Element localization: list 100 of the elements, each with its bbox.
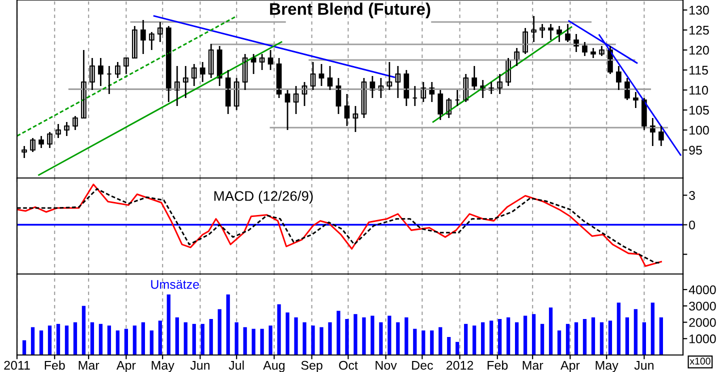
- bar: [234, 322, 238, 355]
- bar: [574, 322, 578, 355]
- y-tick-label: 2000: [689, 318, 716, 327]
- bar: [311, 326, 315, 355]
- bar: [158, 320, 162, 355]
- bar: [608, 320, 612, 355]
- bar: [268, 326, 272, 355]
- bar: [625, 317, 630, 355]
- x-tick-label: Dec: [412, 361, 433, 370]
- bar: [514, 322, 519, 355]
- bar: [506, 317, 510, 355]
- y-tick-label: 110: [690, 86, 708, 95]
- y-tick-label: 4000: [688, 285, 716, 294]
- bar: [107, 326, 112, 355]
- y-tick-label: 95: [689, 146, 702, 155]
- bar: [388, 316, 392, 355]
- y-tick-label: 120: [690, 46, 709, 55]
- bar: [73, 322, 78, 355]
- bar: [659, 317, 663, 355]
- bar: [490, 320, 494, 355]
- bar: [226, 294, 230, 355]
- bar: [30, 327, 35, 355]
- x-tick-label: Oct: [339, 360, 358, 370]
- bar: [345, 319, 349, 355]
- bar: [430, 330, 434, 355]
- x-tick-label: Feb: [488, 360, 508, 370]
- bar: [464, 324, 468, 355]
- bar: [396, 322, 400, 355]
- bar: [523, 316, 528, 355]
- bar: [132, 326, 136, 355]
- bar: [557, 330, 562, 355]
- x-tick-label: Aug: [263, 361, 284, 372]
- bar: [456, 342, 460, 355]
- y-tick-label: 130: [690, 6, 709, 15]
- x-tick-label: 2011: [4, 360, 30, 370]
- bar: [175, 317, 179, 355]
- bar: [379, 322, 383, 355]
- x-tick-label: Mar: [78, 361, 100, 370]
- text: x100: [690, 358, 710, 365]
- x-tick-label: May: [596, 361, 618, 372]
- bar: [591, 317, 596, 355]
- bar: [362, 317, 366, 355]
- bar: [600, 322, 604, 355]
- y-tick-label: 125: [690, 26, 709, 35]
- bar: [184, 322, 188, 355]
- chart-title: Umsätze: [151, 280, 199, 289]
- bar: [64, 326, 69, 355]
- bar: [56, 324, 60, 355]
- x-tick-label: Feb: [44, 360, 65, 370]
- bar: [481, 322, 485, 355]
- bar: [294, 317, 298, 355]
- x-tick-label: Apr: [560, 361, 580, 372]
- bar: [472, 326, 476, 355]
- bar: [141, 322, 145, 355]
- bar: [438, 327, 442, 355]
- chart-title: Brent Blend (Future): [270, 2, 430, 18]
- bar: [116, 330, 120, 355]
- bar: [548, 308, 553, 355]
- x-tick-label: Jul: [228, 360, 244, 370]
- bar: [218, 309, 222, 355]
- bar: [616, 302, 621, 355]
- bar: [422, 330, 426, 355]
- bar: [650, 302, 654, 355]
- bar: [209, 319, 213, 355]
- bar: [370, 316, 374, 355]
- bar: [413, 328, 417, 355]
- bar: [48, 326, 52, 355]
- bar: [328, 322, 332, 355]
- bar: [124, 328, 128, 355]
- bar: [404, 317, 408, 355]
- y-tick-label: 100: [690, 126, 709, 135]
- y-tick-label: 3000: [689, 302, 716, 311]
- bar: [540, 324, 544, 355]
- bar: [447, 337, 451, 355]
- y-tick-label: 0: [689, 220, 696, 230]
- bar: [22, 340, 26, 355]
- bar: [582, 319, 587, 355]
- bar: [566, 324, 570, 355]
- bar: [90, 322, 94, 355]
- y-tick-label: 1000: [690, 334, 716, 344]
- x-tick-label: Mar: [522, 361, 544, 370]
- bar: [39, 330, 44, 355]
- bar: [286, 312, 290, 355]
- bar: [252, 328, 256, 355]
- x-tick-label: Sep: [301, 360, 322, 372]
- bar: [354, 314, 358, 355]
- y-tick-label: 115: [690, 66, 708, 75]
- x-tick-label: May: [152, 361, 174, 372]
- y-tick-label: 3: [689, 191, 695, 200]
- x-tick-label: Jun: [634, 361, 654, 370]
- y-tick-label: 105: [690, 106, 709, 115]
- bar: [320, 327, 324, 355]
- bar: [302, 322, 306, 355]
- x-tick-label: Nov: [376, 361, 397, 370]
- bar: [642, 322, 646, 355]
- x-tick-label: Jun: [190, 361, 210, 370]
- x-tick-label: 2012: [446, 360, 474, 370]
- bar: [260, 328, 264, 355]
- bar: [166, 294, 170, 355]
- bar: [532, 314, 536, 355]
